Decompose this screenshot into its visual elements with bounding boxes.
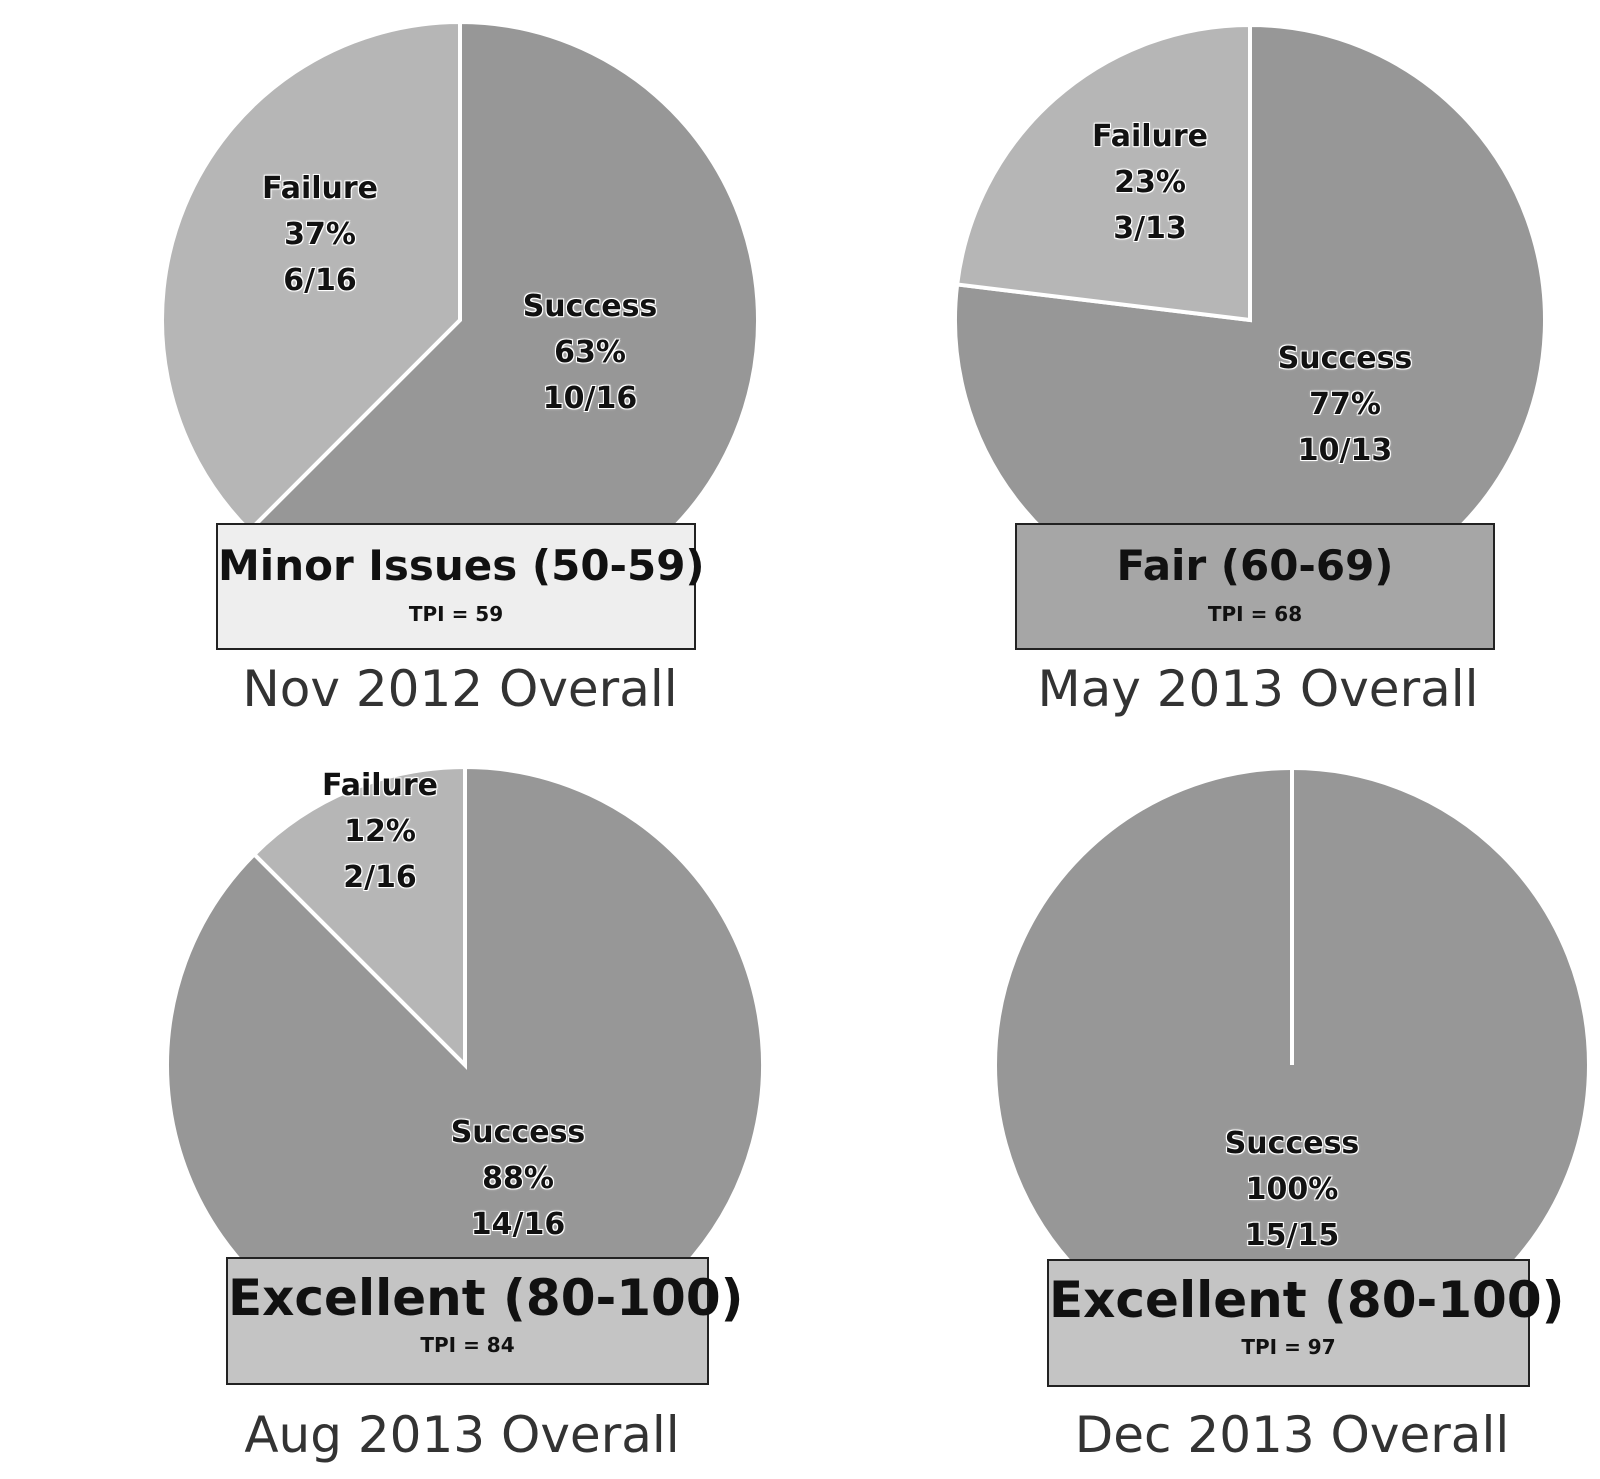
rating-box-may-2013: Fair (60-69) TPI = 68 <box>1015 523 1495 650</box>
rating-title: Excellent (80-100) <box>1049 1271 1565 1329</box>
failure-percent: 12% <box>344 814 416 849</box>
tpi-value: TPI = 84 <box>420 1333 515 1357</box>
success-label-may-2013: Success 77% 10/13 <box>1278 336 1413 474</box>
success-percent: 77% <box>1309 387 1381 422</box>
success-fraction: 15/15 <box>1244 1218 1340 1253</box>
failure-fraction: 2/16 <box>343 860 417 895</box>
success-name: Success <box>1277 341 1413 376</box>
chart-caption-aug-2013: Aug 2013 Overall <box>244 1406 680 1464</box>
rating-title: Minor Issues (50-59) <box>218 541 705 590</box>
success-percent: 63% <box>554 335 626 370</box>
success-name: Success <box>522 289 658 324</box>
success-fraction: 14/16 <box>470 1207 566 1242</box>
tpi-value: TPI = 97 <box>1241 1335 1336 1359</box>
failure-fraction: 3/13 <box>1113 211 1187 246</box>
tpi-value: TPI = 59 <box>408 602 504 626</box>
success-percent: 100% <box>1245 1172 1339 1207</box>
failure-name: Failure <box>321 768 439 803</box>
success-label-aug-2013: Success 88% 14/16 <box>451 1110 586 1248</box>
rating-box-nov-2012: Minor Issues (50-59) TPI = 59 <box>216 523 705 650</box>
pie-svg-aug-2013 <box>165 764 765 1365</box>
success-name: Success <box>1224 1126 1360 1161</box>
rating-title: Fair (60-69) <box>1116 541 1394 590</box>
failure-percent: 23% <box>1114 165 1186 200</box>
failure-label-nov-2012: Failure 37% 6/16 <box>262 166 378 304</box>
success-percent: 88% <box>482 1161 554 1196</box>
failure-label-aug-2013: Failure 12% 2/16 <box>322 763 438 901</box>
pie-slice-failure <box>954 22 1252 323</box>
success-fraction: 10/16 <box>542 381 638 416</box>
tpi-value: TPI = 68 <box>1207 602 1303 626</box>
pie-slice-failure <box>251 764 467 1070</box>
failure-label-may-2013: Failure 23% 3/13 <box>1092 114 1208 252</box>
pie-svg-nov-2012 <box>160 19 760 620</box>
chart-caption-nov-2012: Nov 2012 Overall <box>242 660 678 718</box>
rating-box-aug-2013: Excellent (80-100) TPI = 84 <box>226 1257 744 1385</box>
pie-slice-failure <box>160 19 462 534</box>
failure-name: Failure <box>1091 119 1209 154</box>
success-name: Success <box>450 1115 586 1150</box>
chart-caption-dec-2013: Dec 2013 Overall <box>1074 1406 1510 1464</box>
success-label-nov-2012: Success 63% 10/16 <box>523 284 658 422</box>
pie-svg-dec-2013 <box>993 766 1591 1364</box>
rating-title: Excellent (80-100) <box>228 1269 744 1327</box>
success-fraction: 10/13 <box>1297 433 1393 468</box>
failure-percent: 37% <box>284 217 356 252</box>
chart-caption-may-2013: May 2013 Overall <box>1037 660 1479 718</box>
failure-fraction: 6/16 <box>283 263 357 298</box>
rating-box-dec-2013: Excellent (80-100) TPI = 97 <box>1047 1259 1565 1387</box>
success-label-dec-2013: Success 100% 15/15 <box>1225 1121 1360 1259</box>
failure-name: Failure <box>261 171 379 206</box>
